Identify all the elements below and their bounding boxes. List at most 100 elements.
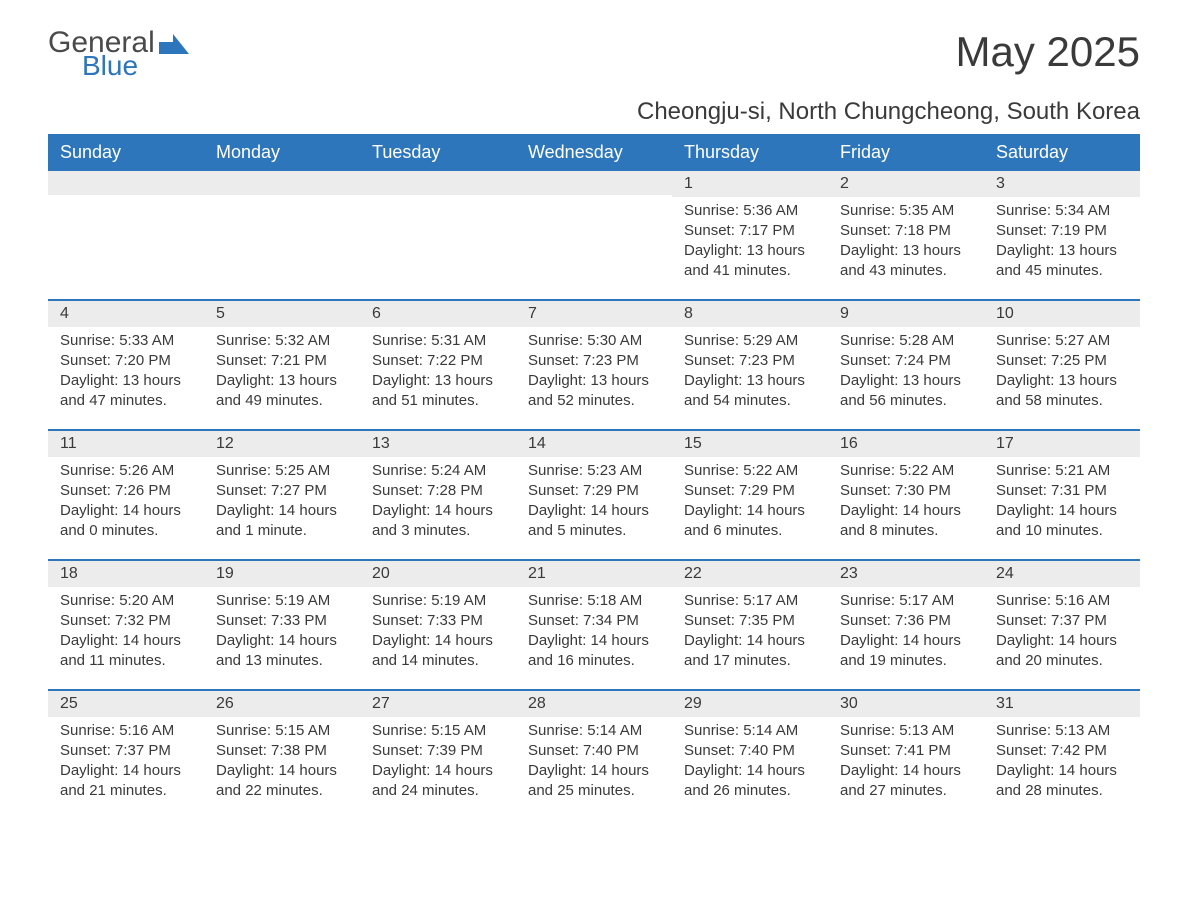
daylight-line: Daylight: 14 hours and 24 minutes. xyxy=(372,761,504,802)
calendar-day: 17Sunrise: 5:21 AMSunset: 7:31 PMDayligh… xyxy=(984,431,1140,559)
sunrise-line: Sunrise: 5:24 AM xyxy=(372,461,504,481)
calendar-day: 26Sunrise: 5:15 AMSunset: 7:38 PMDayligh… xyxy=(204,691,360,819)
calendar-day: 14Sunrise: 5:23 AMSunset: 7:29 PMDayligh… xyxy=(516,431,672,559)
calendar-week: 18Sunrise: 5:20 AMSunset: 7:32 PMDayligh… xyxy=(48,559,1140,689)
daylight-line: Daylight: 13 hours and 51 minutes. xyxy=(372,371,504,412)
sunrise-line: Sunrise: 5:32 AM xyxy=(216,331,348,351)
calendar-day: 19Sunrise: 5:19 AMSunset: 7:33 PMDayligh… xyxy=(204,561,360,689)
day-number: 10 xyxy=(984,301,1140,327)
dow-sunday: Sunday xyxy=(48,134,204,171)
day-body: Sunrise: 5:15 AMSunset: 7:39 PMDaylight:… xyxy=(360,721,516,802)
day-number xyxy=(48,171,204,195)
day-number: 14 xyxy=(516,431,672,457)
calendar-day xyxy=(204,171,360,299)
daylight-line: Daylight: 14 hours and 5 minutes. xyxy=(528,501,660,542)
sunset-line: Sunset: 7:35 PM xyxy=(684,611,816,631)
calendar-day: 5Sunrise: 5:32 AMSunset: 7:21 PMDaylight… xyxy=(204,301,360,429)
day-number: 8 xyxy=(672,301,828,327)
dow-thursday: Thursday xyxy=(672,134,828,171)
sunset-line: Sunset: 7:38 PM xyxy=(216,741,348,761)
sunrise-line: Sunrise: 5:20 AM xyxy=(60,591,192,611)
day-body: Sunrise: 5:16 AMSunset: 7:37 PMDaylight:… xyxy=(984,591,1140,672)
day-number: 1 xyxy=(672,171,828,197)
sunrise-line: Sunrise: 5:36 AM xyxy=(684,201,816,221)
day-body: Sunrise: 5:25 AMSunset: 7:27 PMDaylight:… xyxy=(204,461,360,542)
sunset-line: Sunset: 7:22 PM xyxy=(372,351,504,371)
day-number: 11 xyxy=(48,431,204,457)
sunrise-line: Sunrise: 5:14 AM xyxy=(528,721,660,741)
daylight-line: Daylight: 14 hours and 20 minutes. xyxy=(996,631,1128,672)
calendar-day: 31Sunrise: 5:13 AMSunset: 7:42 PMDayligh… xyxy=(984,691,1140,819)
calendar-day: 12Sunrise: 5:25 AMSunset: 7:27 PMDayligh… xyxy=(204,431,360,559)
day-number: 30 xyxy=(828,691,984,717)
calendar-day: 11 Sunrise: 5:26 AMSunset: 7:26 PMDayligh… xyxy=(48,431,204,559)
day-number: 22 xyxy=(672,561,828,587)
daylight-line: Daylight: 14 hours and 14 minutes. xyxy=(372,631,504,672)
calendar-day: 2Sunrise: 5:35 AMSunset: 7:18 PMDaylight… xyxy=(828,171,984,299)
sunset-line: Sunset: 7:31 PM xyxy=(996,481,1128,501)
dow-friday: Friday xyxy=(828,134,984,171)
day-body: Sunrise: 5:29 AMSunset: 7:23 PMDaylight:… xyxy=(672,331,828,412)
day-number: 15 xyxy=(672,431,828,457)
day-body: Sunrise: 5:22 AMSunset: 7:29 PMDaylight:… xyxy=(672,461,828,542)
calendar-day: 16Sunrise: 5:22 AMSunset: 7:30 PMDayligh… xyxy=(828,431,984,559)
header: General Blue May 2025 xyxy=(48,28,1140,80)
daylight-line: Daylight: 13 hours and 54 minutes. xyxy=(684,371,816,412)
day-body: Sunrise: 5:19 AMSunset: 7:33 PMDaylight:… xyxy=(204,591,360,672)
daylight-line: Daylight: 14 hours and 0 minutes. xyxy=(60,501,192,542)
day-body: Sunrise: 5:26 AMSunset: 7:26 PMDaylight:… xyxy=(48,461,204,542)
day-number: 17 xyxy=(984,431,1140,457)
sunrise-line: Sunrise: 5:18 AM xyxy=(528,591,660,611)
daylight-line: Daylight: 13 hours and 43 minutes. xyxy=(840,241,972,282)
sunset-line: Sunset: 7:24 PM xyxy=(840,351,972,371)
day-body: Sunrise: 5:17 AMSunset: 7:35 PMDaylight:… xyxy=(672,591,828,672)
sunrise-line: Sunrise: 5:19 AM xyxy=(216,591,348,611)
sunset-line: Sunset: 7:21 PM xyxy=(216,351,348,371)
sunrise-line: Sunrise: 5:13 AM xyxy=(840,721,972,741)
day-body: Sunrise: 5:33 AMSunset: 7:20 PMDaylight:… xyxy=(48,331,204,412)
sunset-line: Sunset: 7:36 PM xyxy=(840,611,972,631)
day-body: Sunrise: 5:30 AMSunset: 7:23 PMDaylight:… xyxy=(516,331,672,412)
sunrise-line: Sunrise: 5:15 AM xyxy=(372,721,504,741)
daylight-line: Daylight: 14 hours and 25 minutes. xyxy=(528,761,660,802)
daylight-line: Daylight: 14 hours and 1 minute. xyxy=(216,501,348,542)
logo-flag-icon xyxy=(159,32,193,54)
day-number: 16 xyxy=(828,431,984,457)
calendar-day: 25Sunrise: 5:16 AMSunset: 7:37 PMDayligh… xyxy=(48,691,204,819)
sunrise-line: Sunrise: 5:17 AM xyxy=(840,591,972,611)
sunset-line: Sunset: 7:28 PM xyxy=(372,481,504,501)
day-number: 29 xyxy=(672,691,828,717)
day-body: Sunrise: 5:17 AMSunset: 7:36 PMDaylight:… xyxy=(828,591,984,672)
calendar-day: 1 Sunrise: 5:36 AMSunset: 7:17 PMDaylight… xyxy=(672,171,828,299)
day-body: Sunrise: 5:31 AMSunset: 7:22 PMDaylight:… xyxy=(360,331,516,412)
sunset-line: Sunset: 7:33 PM xyxy=(372,611,504,631)
calendar-day: 24Sunrise: 5:16 AMSunset: 7:37 PMDayligh… xyxy=(984,561,1140,689)
day-body: Sunrise: 5:14 AMSunset: 7:40 PMDaylight:… xyxy=(672,721,828,802)
calendar-day: 23Sunrise: 5:17 AMSunset: 7:36 PMDayligh… xyxy=(828,561,984,689)
calendar-day: 29 Sunrise: 5:14 AMSunset: 7:40 PMDayligh… xyxy=(672,691,828,819)
day-body: Sunrise: 5:20 AMSunset: 7:32 PMDaylight:… xyxy=(48,591,204,672)
day-number: 4 xyxy=(48,301,204,327)
sunrise-line: Sunrise: 5:23 AM xyxy=(528,461,660,481)
day-body: Sunrise: 5:19 AMSunset: 7:33 PMDaylight:… xyxy=(360,591,516,672)
sunset-line: Sunset: 7:30 PM xyxy=(840,481,972,501)
sunset-line: Sunset: 7:34 PM xyxy=(528,611,660,631)
day-body: Sunrise: 5:28 AMSunset: 7:24 PMDaylight:… xyxy=(828,331,984,412)
day-body: Sunrise: 5:36 AMSunset: 7:17 PMDaylight:… xyxy=(672,201,828,282)
calendar-day xyxy=(516,171,672,299)
calendar-day xyxy=(360,171,516,299)
calendar-day: 8 Sunrise: 5:29 AMSunset: 7:23 PMDaylight… xyxy=(672,301,828,429)
day-number: 9 xyxy=(828,301,984,327)
calendar-day: 10Sunrise: 5:27 AMSunset: 7:25 PMDayligh… xyxy=(984,301,1140,429)
calendar-week: 1Sunrise: 5:36 AMSunset: 7:17 PMDaylight… xyxy=(48,171,1140,299)
daylight-line: Daylight: 14 hours and 19 minutes. xyxy=(840,631,972,672)
calendar-day: 4 Sunrise: 5:33 AMSunset: 7:20 PMDaylight… xyxy=(48,301,204,429)
day-number: 21 xyxy=(516,561,672,587)
sunrise-line: Sunrise: 5:19 AM xyxy=(372,591,504,611)
sunrise-line: Sunrise: 5:15 AM xyxy=(216,721,348,741)
day-number: 2 xyxy=(828,171,984,197)
daylight-line: Daylight: 14 hours and 26 minutes. xyxy=(684,761,816,802)
dow-monday: Monday xyxy=(204,134,360,171)
sunrise-line: Sunrise: 5:29 AM xyxy=(684,331,816,351)
sunset-line: Sunset: 7:17 PM xyxy=(684,221,816,241)
